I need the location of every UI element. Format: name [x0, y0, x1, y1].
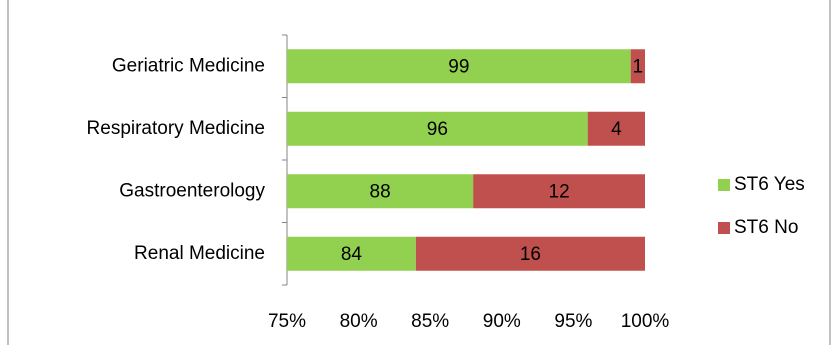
data-label: 4: [611, 119, 622, 140]
data-label: 99: [448, 56, 469, 77]
legend-label: ST6 Yes: [734, 174, 805, 195]
data-label: 88: [370, 181, 391, 202]
y-tick-label: Gastroenterology: [119, 180, 265, 201]
x-tick-label: 85%: [411, 311, 449, 332]
data-label: 12: [549, 181, 570, 202]
legend-swatch: [718, 179, 730, 191]
data-label: 16: [520, 244, 541, 265]
x-tick-label: 80%: [340, 311, 378, 332]
legend-label: ST6 No: [734, 217, 798, 238]
bar-segment: [630, 49, 645, 84]
bar-segment: [287, 49, 631, 84]
legend-swatch: [718, 222, 730, 234]
data-label: 96: [427, 119, 448, 140]
bar-segment: [287, 236, 416, 271]
y-tick-label: Renal Medicine: [134, 243, 265, 264]
bar-segment: [287, 174, 474, 209]
data-label: 1: [633, 56, 644, 77]
x-tick-label: 100%: [621, 311, 670, 332]
y-tick-label: Respiratory Medicine: [87, 118, 265, 139]
x-tick-label: 75%: [268, 311, 306, 332]
bar-segment: [473, 174, 645, 209]
bar-segment: [287, 111, 588, 146]
data-label: 84: [341, 244, 363, 265]
bar-segment: [415, 236, 645, 271]
x-tick-label: 90%: [483, 311, 521, 332]
x-tick-label: 95%: [554, 311, 592, 332]
bar-segment: [587, 111, 645, 146]
y-tick-label: Geriatric Medicine: [112, 55, 265, 76]
